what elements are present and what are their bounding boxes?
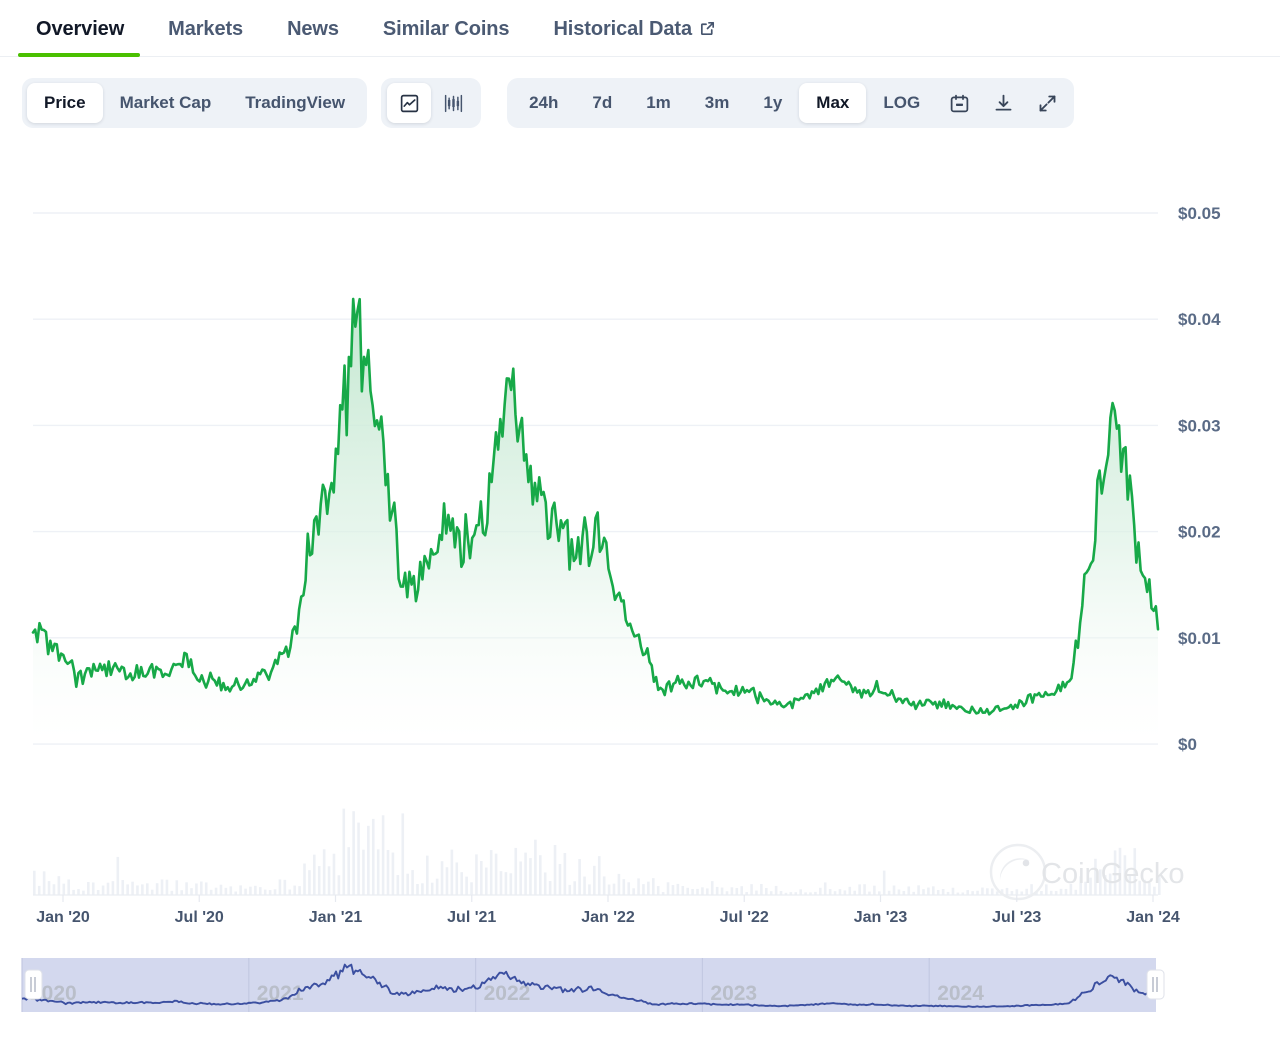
x-axis-tick-label: Jan '23 bbox=[854, 909, 908, 926]
candlestick-chart-icon[interactable] bbox=[431, 83, 475, 123]
tab-label: Similar Coins bbox=[382, 18, 510, 40]
tab-list: Overview Markets News Similar Coins Historic… bbox=[0, 0, 1280, 57]
x-axis-tick-label: Jul '20 bbox=[175, 909, 224, 926]
x-axis-tick-label: Jan '24 bbox=[1126, 909, 1180, 926]
tab-historical-data[interactable]: Historical Data bbox=[531, 18, 738, 57]
navigator-year-label: 2023 bbox=[710, 982, 757, 1005]
navigator-year-label: 2024 bbox=[937, 982, 984, 1005]
range-option-1m[interactable]: 1m bbox=[646, 93, 671, 112]
range-option-7d[interactable]: 7d bbox=[592, 93, 613, 112]
chart-navigator[interactable]: 2020 2021 2022 2023 2024 bbox=[0, 950, 1280, 1035]
x-axis-tick-label: Jul '22 bbox=[720, 909, 769, 926]
line-chart-icon[interactable] bbox=[387, 83, 432, 123]
price-chart-svg[interactable]: CoinGecko $0.05 $0.04 $0.03 $0.02 $0.01 $0 Ja… bbox=[0, 150, 1280, 940]
tab-label: News bbox=[287, 18, 339, 40]
x-axis-tick-label: Jan '20 bbox=[36, 909, 90, 926]
navigator-year-label: 2022 bbox=[484, 982, 531, 1005]
navigator-right-handle[interactable] bbox=[1146, 969, 1165, 1000]
metric-option-tradingview[interactable]: TradingView bbox=[245, 93, 346, 112]
range-segment-group: 24h 7d 1m 3m 1y Max LOG bbox=[507, 78, 1075, 128]
tab-bar: Overview Markets News Similar Coins Historic… bbox=[0, 0, 1280, 57]
metric-segment-group: Price Market Cap TradingView bbox=[22, 78, 368, 128]
y-axis-tick-label: $0.02 bbox=[1178, 523, 1221, 542]
watermark-label: CoinGecko bbox=[1041, 858, 1184, 890]
y-axis-labels: $0.05 $0.04 $0.03 $0.02 $0.01 $0 bbox=[1178, 204, 1221, 754]
range-option-24h[interactable]: 24h bbox=[529, 93, 559, 112]
y-axis-tick-label: $0.03 bbox=[1178, 416, 1221, 435]
tab-news[interactable]: News bbox=[265, 18, 361, 57]
download-icon[interactable] bbox=[981, 83, 1025, 123]
chart-toolbar: Price Market Cap TradingView 24h 7d 1m 3m 1y Ma… bbox=[0, 72, 1280, 134]
price-line bbox=[31, 297, 1160, 716]
navigator-svg[interactable]: 2020 2021 2022 2023 2024 bbox=[0, 950, 1280, 1035]
tab-similar-coins[interactable]: Similar Coins bbox=[361, 18, 532, 57]
x-axis-tick-label: Jan '21 bbox=[309, 909, 363, 926]
y-axis-tick-label: $0.04 bbox=[1178, 310, 1221, 329]
metric-option-market-cap[interactable]: Market Cap bbox=[119, 93, 212, 112]
x-axis-tick-label: Jul '21 bbox=[447, 909, 496, 926]
navigator-year-label: 2021 bbox=[257, 982, 304, 1005]
tab-label: Historical Data bbox=[553, 18, 692, 40]
external-link-icon bbox=[699, 20, 716, 37]
y-axis-tick-label: $0.05 bbox=[1178, 204, 1221, 223]
volume-bars bbox=[33, 808, 1161, 896]
y-axis-tick-label: $0.01 bbox=[1178, 629, 1221, 648]
y-axis-tick-label: $0 bbox=[1178, 735, 1197, 754]
tab-label: Overview bbox=[36, 18, 125, 40]
tab-label: Markets bbox=[168, 18, 244, 40]
x-axis-tick-label: Jul '23 bbox=[992, 909, 1041, 926]
price-chart-container[interactable]: CoinGecko $0.05 $0.04 $0.03 $0.02 $0.01 $0 Ja… bbox=[0, 150, 1280, 940]
x-axis-labels: Jan '20 Jul '20 Jan '21 Jul '21 Jan '22 Jul '… bbox=[36, 895, 1180, 926]
expand-icon[interactable] bbox=[1025, 83, 1069, 123]
range-option-max[interactable]: Max bbox=[799, 83, 867, 123]
calendar-icon[interactable] bbox=[937, 83, 981, 123]
tab-markets[interactable]: Markets bbox=[146, 18, 265, 57]
tab-overview[interactable]: Overview bbox=[18, 18, 146, 57]
range-option-1y[interactable]: 1y bbox=[763, 93, 783, 112]
range-option-log[interactable]: LOG bbox=[883, 93, 921, 112]
navigator-line bbox=[21, 963, 1157, 1008]
x-axis-tick-label: Jan '22 bbox=[581, 909, 635, 926]
coingecko-watermark: CoinGecko bbox=[989, 843, 1184, 901]
chart-type-segment-group bbox=[381, 78, 482, 128]
metric-option-price[interactable]: Price bbox=[27, 83, 103, 123]
range-option-3m[interactable]: 3m bbox=[704, 93, 730, 112]
navigator-left-handle[interactable] bbox=[24, 969, 43, 1000]
